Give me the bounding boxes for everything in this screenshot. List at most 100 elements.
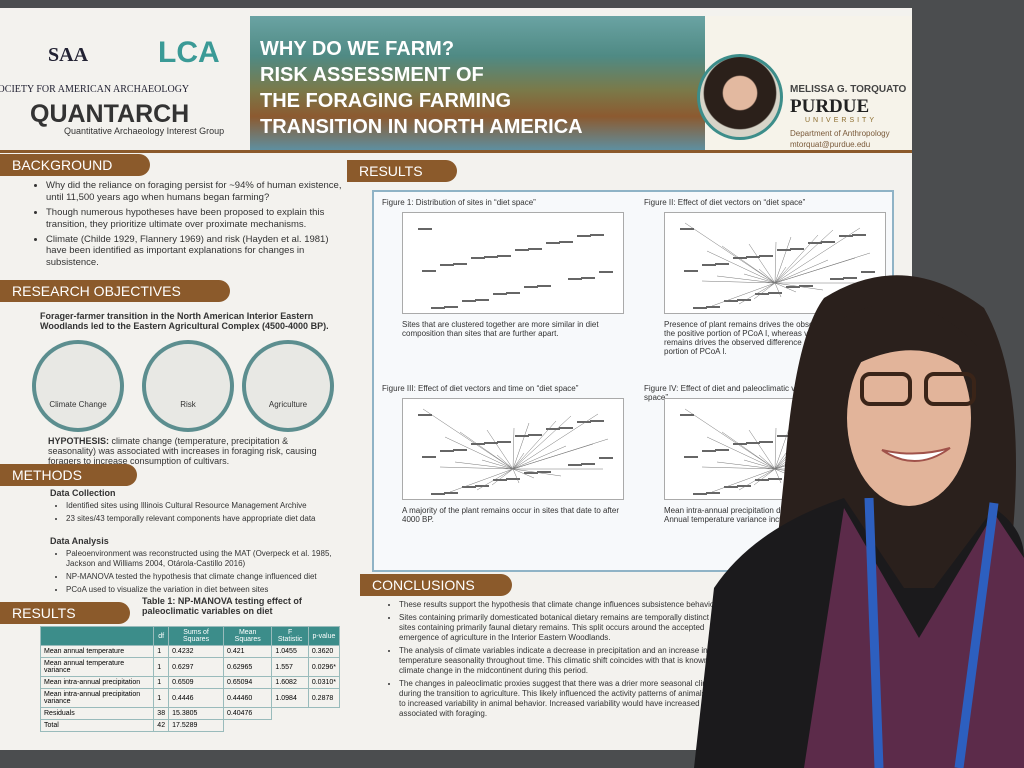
- table-cell: 0.2878: [307, 688, 341, 708]
- vector: [439, 466, 514, 470]
- site-label: [706, 306, 720, 308]
- vector: [454, 461, 514, 470]
- bullet-list: Identified sites using Illinois Cultural…: [52, 501, 356, 527]
- university: PURDUE: [790, 96, 870, 117]
- site-label: [484, 256, 498, 258]
- table-cell: 38: [153, 707, 170, 720]
- site-label: [475, 485, 489, 487]
- vector: [513, 242, 514, 283]
- site-label: [581, 277, 595, 279]
- concept-circle: Risk: [142, 340, 234, 432]
- vector: [716, 275, 776, 284]
- site-label: [475, 299, 489, 301]
- vector: [460, 246, 513, 283]
- vector: [513, 230, 571, 283]
- site-label: [422, 456, 436, 458]
- vector: [684, 408, 776, 470]
- table-cell: 1: [153, 676, 170, 689]
- site-label: [693, 307, 707, 309]
- vector: [774, 229, 834, 284]
- email: mtorquat@purdue.edu: [790, 140, 871, 149]
- table-row: Mean annual temperature variance 1 0.6297 0…: [39, 657, 341, 677]
- lanyard: [864, 497, 999, 768]
- site-label: [684, 456, 698, 458]
- table-cell: Residuals: [39, 707, 155, 720]
- vector: [422, 408, 514, 470]
- site-label: [861, 271, 875, 273]
- site-label: [702, 264, 716, 266]
- site-label: [724, 300, 738, 302]
- bullet: Identified sites using Illinois Cultural…: [66, 501, 356, 511]
- section-heading: RESEARCH OBJECTIVES: [0, 280, 230, 302]
- vector: [512, 445, 567, 470]
- vector: [738, 282, 776, 305]
- site-label: [528, 248, 542, 250]
- vector: [758, 268, 776, 284]
- plot-drawing: [418, 228, 613, 309]
- site-label: [497, 441, 511, 443]
- site-label: [581, 463, 595, 465]
- vector: [512, 420, 557, 470]
- table-cell: 0.421: [222, 645, 273, 658]
- bullet: Why did the reliance on foraging persist…: [46, 180, 346, 204]
- table-cell: 0.6509: [168, 676, 224, 689]
- vector: [455, 276, 513, 283]
- header-cell: Sums of Squares: [168, 626, 224, 646]
- table-cell: 15.3805: [168, 707, 224, 720]
- site-label: [444, 306, 458, 308]
- vector: [513, 260, 566, 283]
- figure: Figure 1: Distribution of sites in “diet…: [382, 198, 627, 376]
- site-label: [737, 485, 751, 487]
- site-label: [453, 263, 467, 265]
- site-label: [693, 493, 707, 495]
- site-label: [843, 277, 857, 279]
- vector: [512, 427, 515, 470]
- plot: [402, 212, 624, 314]
- plot: [664, 212, 886, 314]
- vector: [512, 452, 525, 470]
- site-label: [680, 414, 694, 416]
- site-label: [559, 427, 573, 429]
- vector: [701, 280, 776, 284]
- vector: [491, 468, 514, 486]
- vector: [774, 468, 782, 484]
- table-cell: 1: [153, 688, 170, 708]
- vector: [753, 468, 776, 486]
- vector: [774, 452, 787, 470]
- author: MELISSA G. TORQUATO: [790, 84, 907, 95]
- site-label: [444, 492, 458, 494]
- vector: [758, 454, 776, 470]
- divider: [0, 150, 912, 153]
- vector: [496, 454, 514, 470]
- table-row: Mean intra-annual precipitation variance…: [39, 688, 341, 708]
- glasses: [924, 372, 976, 406]
- table-cell: 0.0296*: [307, 657, 341, 677]
- bullet: Though numerous hypotheses have been pro…: [46, 207, 346, 231]
- site-label: [786, 286, 800, 288]
- vector: [512, 468, 535, 479]
- society-name: SOCIETY FOR AMERICAN ARCHAEOLOGY: [0, 84, 190, 95]
- bullet-list: Paleoenvironment was reconstructed using…: [52, 549, 356, 598]
- site-label: [768, 478, 782, 480]
- section-heading: METHODS: [0, 464, 137, 486]
- figure-caption: Presence of plant remains drives the obs…: [664, 320, 888, 356]
- table-cell: 1.6082: [271, 676, 309, 689]
- table-cell: 0.65094: [222, 676, 273, 689]
- results-box: Figure 1: Distribution of sites in “diet…: [372, 190, 894, 572]
- vector: [684, 222, 776, 284]
- site-label: [524, 286, 538, 288]
- vector: [748, 243, 776, 284]
- site-label: [568, 278, 582, 280]
- table-row: Mean annual temperature 1 0.4232 0.421 1.045…: [39, 645, 341, 658]
- section-heading: CONCLUSIONS: [360, 574, 512, 596]
- site-label: [724, 486, 738, 488]
- site-label: [515, 435, 529, 437]
- site-label: [471, 443, 485, 445]
- site-label: [839, 235, 853, 237]
- bullet: NP-MANOVA tested the hypothesis that cli…: [66, 572, 356, 582]
- table-cell: 42: [153, 719, 170, 732]
- figure-title: Figure II: Effect of diet vectors on “di…: [644, 198, 806, 207]
- figure-caption: A majority of the plant remains occur in…: [402, 506, 619, 524]
- vector: [512, 443, 594, 470]
